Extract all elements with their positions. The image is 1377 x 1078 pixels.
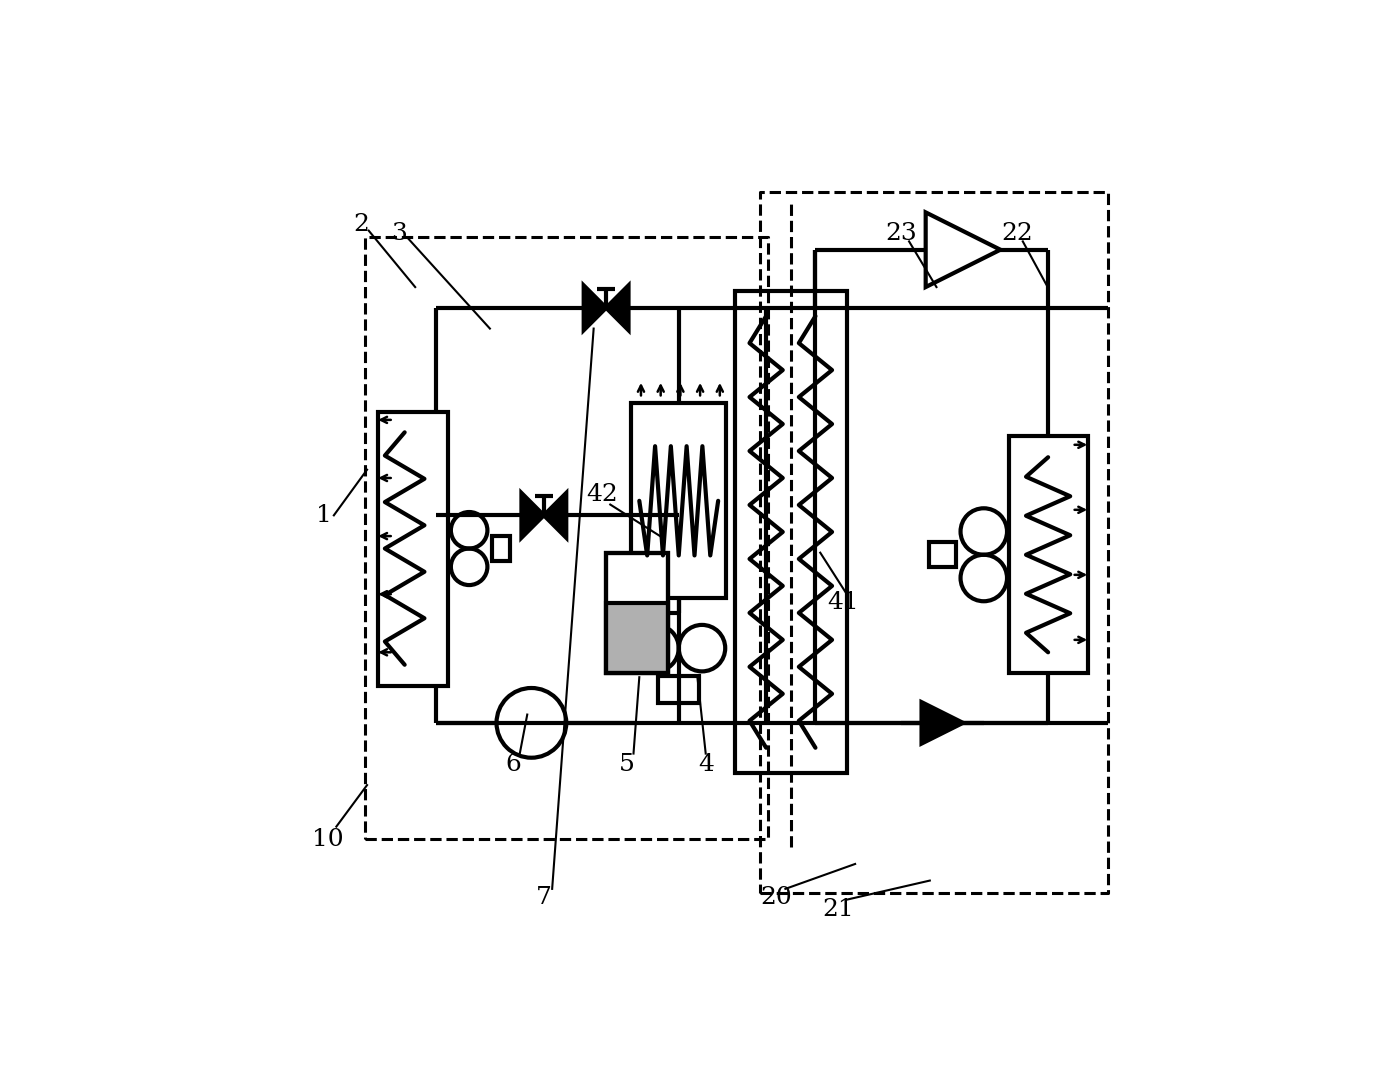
Bar [606,553,668,673]
Text: 41: 41 [826,591,858,614]
Polygon shape [544,493,566,538]
Text: 42: 42 [587,483,618,506]
Bar [929,542,957,567]
Bar [606,553,668,673]
Bar [631,403,727,598]
Text: 6: 6 [505,752,521,776]
Bar [1009,437,1088,673]
Text: 4: 4 [698,752,713,776]
Bar [735,291,847,773]
Text: 10: 10 [313,828,344,851]
Polygon shape [606,286,628,330]
Bar [658,676,700,703]
Text: 22: 22 [1001,222,1033,245]
Polygon shape [921,702,963,744]
Text: 21: 21 [822,898,854,921]
Text: 2: 2 [354,213,369,236]
Bar [606,604,668,673]
Bar [377,412,449,686]
Bar [492,536,509,561]
Polygon shape [584,286,606,330]
Text: 1: 1 [315,503,332,527]
Text: 5: 5 [618,752,635,776]
Text: 23: 23 [885,222,917,245]
Polygon shape [522,493,544,538]
Text: 3: 3 [391,222,406,245]
Text: 20: 20 [760,886,792,909]
Text: 7: 7 [536,886,552,909]
